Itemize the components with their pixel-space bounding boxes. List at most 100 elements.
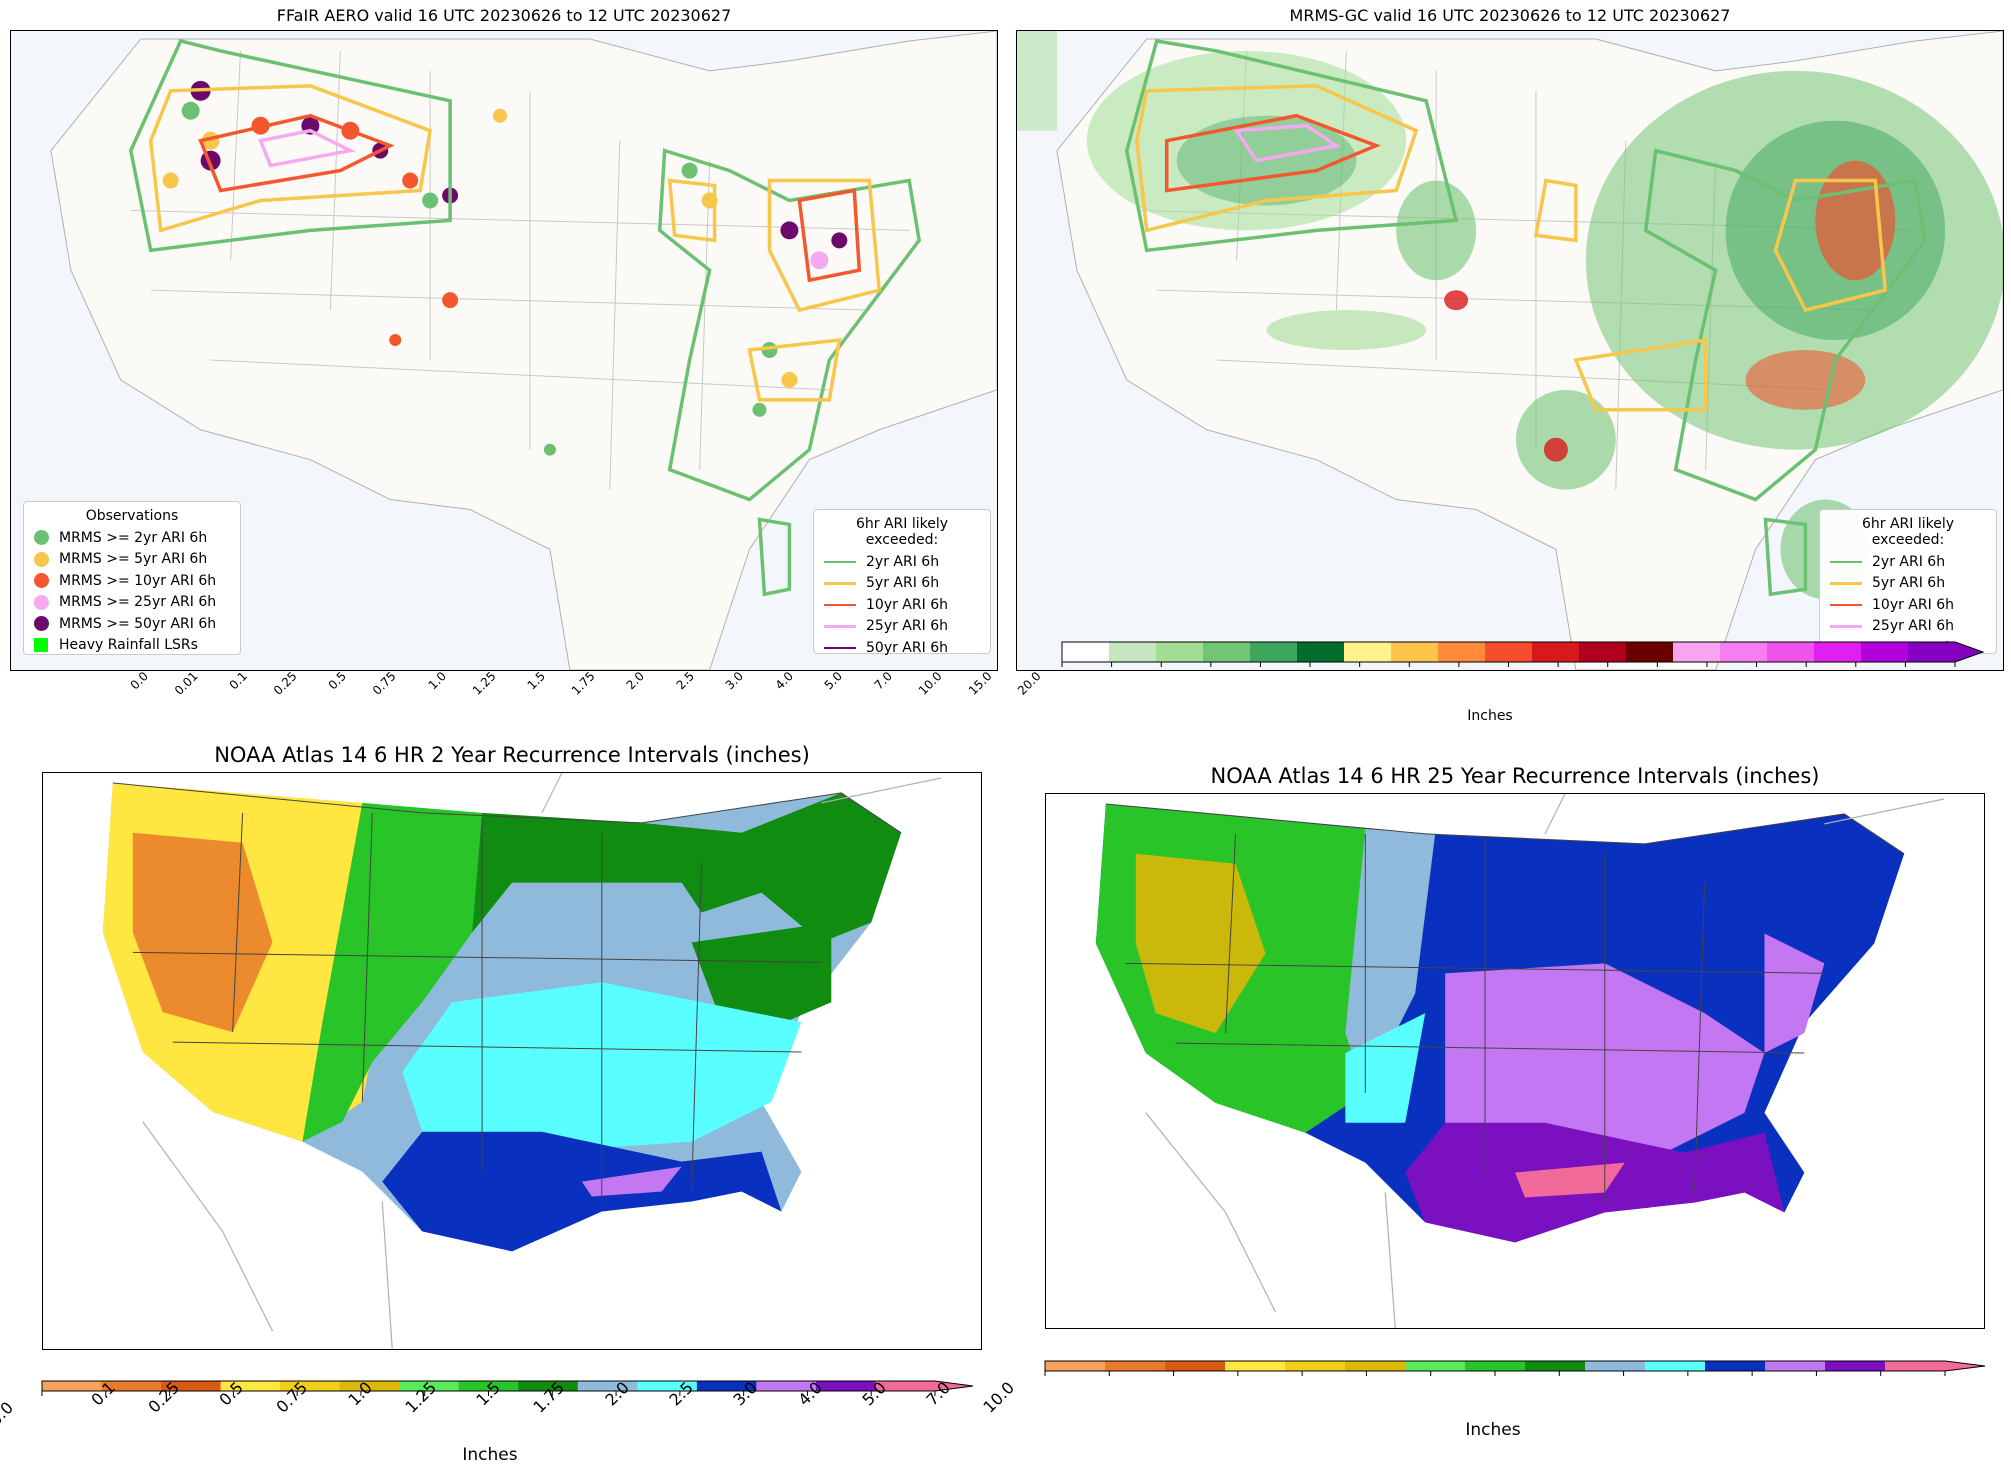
colorbar-segment (458, 1381, 519, 1391)
colorbar-segment (1297, 642, 1345, 662)
legend-line-swatch (824, 560, 856, 563)
colorbar-segment (1438, 642, 1486, 662)
colorbar-segment (1105, 1361, 1166, 1371)
colorbar-segment (1885, 1361, 1985, 1371)
colorbar-segment (577, 1381, 638, 1391)
colorbar-segment (1532, 642, 1580, 662)
colorbar-segment (42, 1381, 103, 1391)
legend-label: MRMS >= 2yr ARI 6h (59, 529, 208, 546)
legend-label: MRMS >= 50yr ARI 6h (59, 615, 217, 632)
colorbar-tick-label: 7.0 (871, 669, 896, 693)
legend-entry: 5yr ARI 6h (1830, 573, 1986, 595)
legend-line-swatch (1830, 560, 1862, 563)
colorbar-segment (1109, 642, 1157, 662)
colorbar-segment (1344, 642, 1392, 662)
legend-line-swatch (1830, 625, 1862, 628)
observations-legend: Observations MRMS >= 2yr ARI 6h MRMS >= 5… (23, 501, 241, 655)
colorbar-segment (161, 1381, 222, 1391)
colorbar-segment (1585, 1361, 1646, 1371)
colorbar-segment (1579, 642, 1627, 662)
colorbar-segment (1485, 642, 1533, 662)
legend-line-swatch (824, 582, 856, 585)
colorbar-segment (1250, 642, 1298, 662)
colorbar-tick-label: 0.5 (325, 669, 350, 693)
colorbar-segment (1345, 1361, 1406, 1371)
colorbar-tick-label: 0.25 (270, 669, 300, 698)
colorbar-segment (1825, 1361, 1886, 1371)
legend-line-swatch (1830, 603, 1862, 606)
country-borders (1145, 794, 1945, 1328)
colorbar-tick-label: 2.5 (673, 669, 697, 693)
ari-legend-right: 6hr ARI likely exceeded: 2yr ARI 6h 5yr A… (1819, 509, 1997, 656)
colorbar-svg (41, 1380, 974, 1396)
colorbar-segment (637, 1381, 698, 1391)
legend-entry: 2yr ARI 6h (1830, 551, 1986, 573)
colorbar-segment (1767, 642, 1815, 662)
legend-line-swatch (1830, 582, 1862, 585)
legend-label: 10yr ARI 6h (1872, 596, 1954, 613)
legend-label: 2yr ARI 6h (866, 553, 940, 570)
legend-label: 10yr ARI 6h (866, 596, 948, 613)
legend-label: 50yr ARI 6h (866, 639, 948, 656)
legend-entry: MRMS >= 10yr ARI 6h (34, 570, 230, 592)
legend-label: 5yr ARI 6h (866, 575, 940, 592)
colorbar-segment (399, 1381, 460, 1391)
us-land (50, 31, 997, 670)
legend-entry: Heavy Rainfall LSRs (34, 635, 230, 657)
state-lines (130, 50, 910, 490)
legend-label: 25yr ARI 6h (1872, 618, 1954, 635)
legend-dot-swatch (34, 573, 49, 589)
colorbar-segment (1673, 642, 1721, 662)
colorbar-tick-label: 0.75 (370, 669, 399, 698)
legend-dot-swatch (34, 530, 49, 546)
colorbar-tick-label: 1.75 (568, 669, 598, 698)
atlas25-field (1095, 803, 1905, 1243)
atlas25-colorbar-label: Inches (1465, 1420, 1521, 1440)
colorbar-segment (1225, 1361, 1286, 1371)
colorbar-segment (1720, 642, 1768, 662)
colorbar-segment (220, 1381, 281, 1391)
ari-legend-right-title: 6hr ARI likely exceeded: (1861, 516, 1955, 548)
colorbar-tick-label: 15.0 (965, 669, 995, 698)
colorbar-segment (1465, 1361, 1526, 1371)
colorbar-segment (875, 1381, 973, 1391)
colorbar-segment (1062, 642, 1110, 662)
colorbar-segment (756, 1381, 817, 1391)
colorbar-segment (815, 1381, 876, 1391)
mrms-title: MRMS-GC valid 16 UTC 20230626 to 12 UTC … (1289, 6, 1731, 25)
mrms-map-svg (1017, 31, 2003, 670)
colorbar-segment (1156, 642, 1204, 662)
colorbar-segment (1861, 642, 1909, 662)
colorbar-segment (1626, 642, 1674, 662)
colorbar-tick-label: 1.0 (425, 669, 449, 693)
legend-label: Heavy Rainfall LSRs (59, 637, 198, 654)
legend-entry: 2yr ARI 6h (824, 551, 980, 573)
colorbar-segment (1285, 1361, 1346, 1371)
colorbar-segment (1705, 1361, 1766, 1371)
mrms-colorbar-label: Inches (1467, 708, 1513, 724)
legend-square-swatch (34, 638, 48, 653)
colorbar-tick-label: 10.0 (979, 1378, 1019, 1417)
ari-contours (128, 38, 922, 597)
legend-label: 25yr ARI 6h (866, 618, 948, 635)
colorbar-segment (1814, 642, 1862, 662)
colorbar-segment (339, 1381, 400, 1391)
atlas2-field (102, 782, 902, 1252)
ari-legend-left-title: 6hr ARI likely exceeded: (855, 516, 949, 548)
colorbar-tick-label: 1.5 (524, 669, 548, 693)
country-borders (142, 773, 942, 1349)
ffair-map: Observations MRMS >= 2yr ARI 6h MRMS >= 5… (10, 30, 998, 671)
atlas25-map (1045, 793, 1985, 1329)
legend-line-swatch (824, 603, 856, 606)
colorbar-segment (1045, 1361, 1106, 1371)
colorbar-tick-label: 4.0 (772, 669, 796, 693)
legend-entry: 50yr ARI 6h (824, 637, 980, 659)
colorbar-segment (1391, 642, 1439, 662)
colorbar-segment (1908, 642, 1983, 662)
colorbar-segment (1203, 642, 1251, 662)
ari-contours (1124, 38, 1928, 597)
colorbar-segment (1765, 1361, 1826, 1371)
colorbar-segment (280, 1381, 341, 1391)
atlas2-colorbar-label: Inches (462, 1445, 518, 1465)
atlas2-map-svg (102, 773, 942, 1349)
